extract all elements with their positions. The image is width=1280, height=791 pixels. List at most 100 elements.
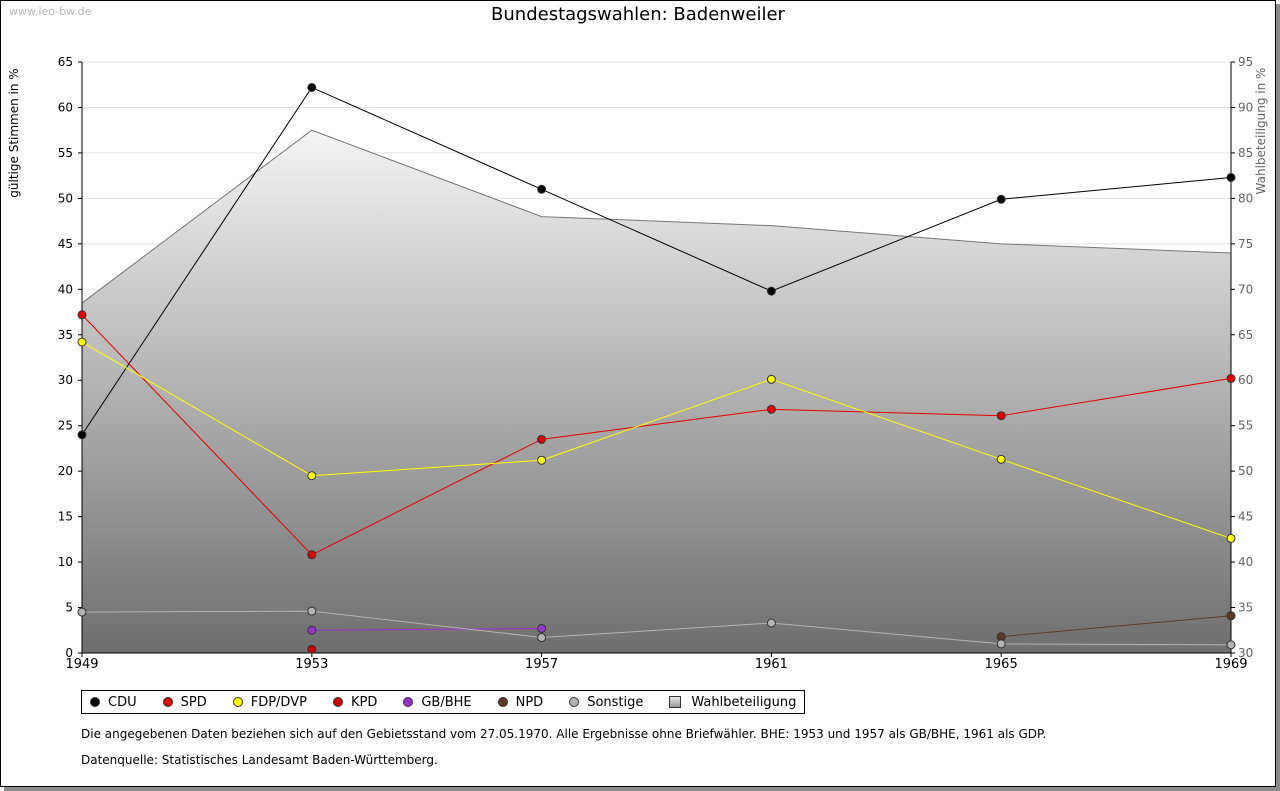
- data-point-sonstige: [537, 633, 547, 643]
- y-tick-label-right: 70: [1238, 282, 1253, 296]
- data-point-sonstige: [996, 639, 1006, 649]
- chart-title: Bundestagswahlen: Badenweiler: [491, 4, 785, 25]
- legend-marker: [90, 697, 100, 707]
- series-line-sonstige: [81, 610, 1232, 646]
- y-tick-label-right: 60: [1238, 373, 1253, 387]
- data-point-cdu: [537, 184, 547, 194]
- legend-label: FDP/DVP: [250, 694, 307, 710]
- legend-label: Sonstige: [587, 694, 644, 710]
- y-tick-label-right: 55: [1238, 419, 1253, 433]
- series-line-npd: [1001, 615, 1232, 638]
- data-point-sonstige: [1226, 640, 1236, 650]
- legend-item-sonstige: Sonstige: [565, 695, 643, 710]
- series-npd: [996, 611, 1236, 642]
- y-tick-label-right: 45: [1238, 510, 1253, 524]
- legend-marker: [569, 697, 580, 707]
- data-point-cdu: [996, 194, 1006, 204]
- data-point-gb-bhe: [537, 623, 547, 633]
- y-tick-label-left: 20: [58, 464, 73, 478]
- x-tick-label: 1961: [755, 657, 788, 672]
- y-tick-label-left: 40: [58, 282, 73, 296]
- data-point-sonstige: [307, 606, 317, 616]
- x-tick-label: 1949: [65, 657, 98, 672]
- data-point-fdp-dvp: [77, 337, 87, 347]
- data-point-cdu: [307, 82, 317, 92]
- series-line-spd: [81, 314, 1232, 556]
- legend-marker: [497, 697, 508, 707]
- y-tick-label-right: 80: [1238, 191, 1253, 205]
- y-tick-label-left: 55: [58, 146, 73, 160]
- data-point-fdp-dvp: [766, 374, 776, 384]
- x-tick-label: 1969: [1214, 657, 1247, 672]
- data-point-fdp-dvp: [307, 471, 317, 481]
- y-tick-label-right: 75: [1238, 237, 1253, 251]
- data-point-cdu: [766, 286, 776, 296]
- x-tick-label: 1957: [525, 657, 558, 672]
- y-tick-label-left: 5: [65, 601, 73, 615]
- y-tick-label-left: 35: [58, 328, 73, 342]
- legend-item-npd: NPD: [494, 694, 544, 710]
- source-note: Datenquelle: Statistisches Landesamt Bad…: [81, 753, 438, 767]
- series-line-fdp-dvp: [81, 341, 1232, 539]
- y-tick-label-left: 60: [58, 100, 73, 114]
- data-point-fdp-dvp: [537, 455, 547, 465]
- series-lines: [77, 82, 1236, 654]
- y-tick-label-left: 25: [58, 419, 73, 433]
- legend-item-kpd: KPD: [329, 695, 377, 710]
- y-tick-label-right: 90: [1238, 100, 1253, 114]
- y-tick-label-right: 40: [1238, 555, 1253, 569]
- legend-label: NPD: [515, 694, 544, 710]
- turnout-area-line: [81, 129, 1232, 304]
- data-point-spd: [996, 411, 1006, 421]
- legend-label: Wahlbeteiligung: [691, 694, 797, 710]
- legend-marker: [162, 697, 173, 707]
- legend-label: SPD: [180, 694, 207, 710]
- legend-item-cdu: CDU: [86, 695, 137, 710]
- legend-marker: [669, 696, 682, 708]
- series-cdu: [77, 82, 1236, 440]
- chart-plot: 0 5 10 15 20 25 30 35 40 45 50 55 60 65 30 35 40 45 50 55 60…: [7, 55, 1268, 672]
- y-tick-label-left: 50: [58, 191, 73, 205]
- x-tick-label: 1965: [985, 657, 1018, 672]
- data-point-sonstige: [766, 618, 776, 628]
- y-tick-label-right: 95: [1238, 55, 1253, 69]
- data-point-npd: [1226, 611, 1236, 621]
- turnout-area-fill: [82, 130, 1231, 653]
- data-point-spd: [1226, 373, 1236, 383]
- axis-labels: 0 5 10 15 20 25 30 35 40 45 50 55 60 65 30 35 40 45 50 55 60…: [7, 55, 1268, 672]
- legend-marker: [332, 697, 343, 707]
- series-sonstige: [77, 606, 1236, 650]
- data-point-spd: [307, 550, 317, 560]
- series-fdp-dvp: [77, 337, 1236, 543]
- series-kpd: [307, 644, 317, 654]
- legend-label: CDU: [108, 694, 137, 710]
- legend-item-gb-bhe: GB/BHE: [399, 695, 472, 710]
- y-tick-label-left: 65: [58, 55, 73, 69]
- y-tick-label-left: 0: [65, 646, 73, 660]
- data-point-spd: [537, 434, 547, 444]
- y-tick-label-left: 10: [58, 555, 73, 569]
- y-tick-label-right: 50: [1238, 464, 1253, 478]
- y-tick-label-right: 30: [1238, 646, 1253, 660]
- data-point-kpd: [307, 644, 317, 654]
- legend-marker: [403, 697, 414, 707]
- data-point-cdu: [1226, 172, 1236, 182]
- y-tick-label-right: 85: [1238, 146, 1253, 160]
- data-point-sonstige: [77, 607, 87, 617]
- legend-marker: [232, 697, 243, 707]
- data-point-gb-bhe: [307, 625, 317, 635]
- legend-item-spd: SPD: [159, 695, 207, 710]
- y-tick-label-left: 45: [58, 237, 73, 251]
- y-tick-label-left: 15: [58, 510, 73, 524]
- y-tick-label-right: 65: [1238, 328, 1253, 342]
- turnout-area: [81, 129, 1232, 653]
- data-point-fdp-dvp: [996, 454, 1006, 464]
- data-point-spd: [77, 310, 87, 320]
- y-tick-label-right: 35: [1238, 601, 1253, 615]
- data-point-fdp-dvp: [1226, 533, 1236, 543]
- series-gb-bhe: [307, 623, 547, 635]
- y-axis-title-right: Wahlbeteiligung in %: [1254, 68, 1268, 195]
- legend: CDU SPD FDP/DVP KPD GB/BHE NPD Sonstige Wahlbet…: [81, 690, 806, 714]
- axes: [78, 61, 1235, 657]
